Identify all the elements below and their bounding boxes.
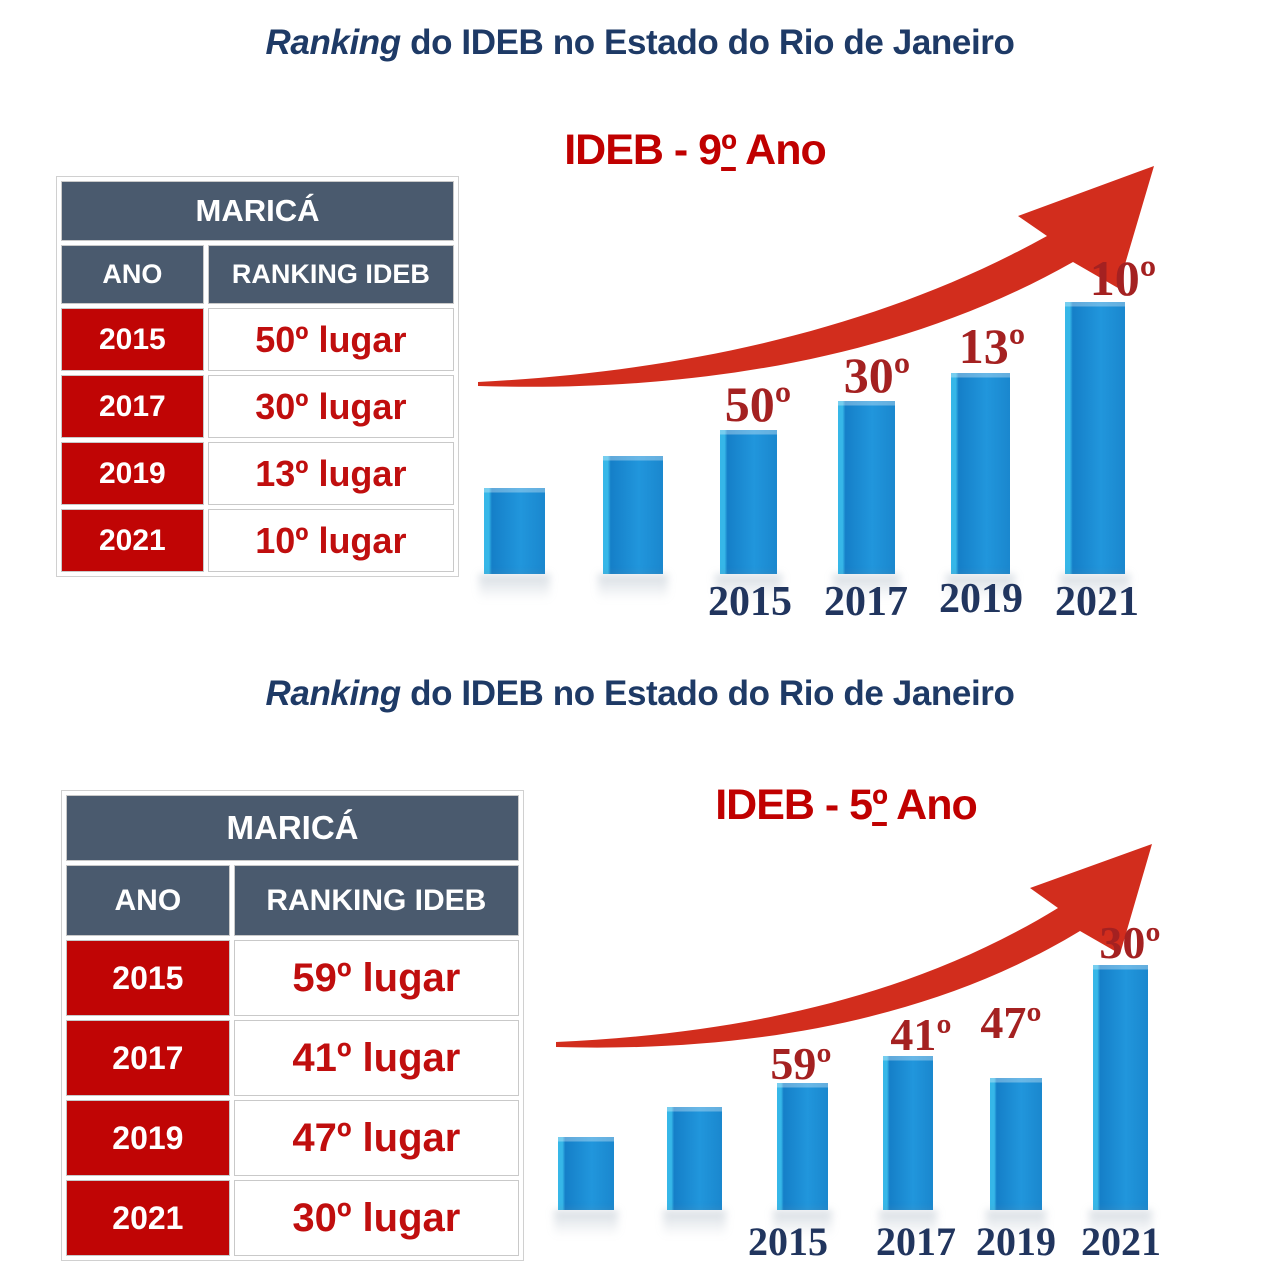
bar-label-2015: 59º xyxy=(770,1038,832,1089)
bar-2 xyxy=(667,1107,722,1210)
axis-year-2021: 2021 xyxy=(1055,579,1139,625)
chart-title-ordinal: º xyxy=(721,126,737,174)
bar-label-2019: 47º xyxy=(980,997,1042,1048)
bar-1 xyxy=(484,488,545,574)
rank-cell: 59º lugar xyxy=(233,940,519,1016)
col-header-ano: ANO xyxy=(66,865,230,936)
bar-1 xyxy=(558,1137,614,1210)
bar-2021 xyxy=(1093,965,1148,1210)
growth-arrow-icon xyxy=(478,166,1154,387)
heading-rest: do IDEB no Estado do Rio de Janeiro xyxy=(400,674,1015,713)
chart-title-post: Ano xyxy=(735,126,827,174)
rank-cell: 30º lugar xyxy=(207,375,454,438)
chart-title-post: Ano xyxy=(886,781,978,829)
chart-title-ordinal: º xyxy=(872,781,888,829)
bar-2017 xyxy=(838,401,895,574)
col-header-ranking-ideb: RANKING IDEB xyxy=(207,245,454,304)
bar-label-2021: 30º xyxy=(1099,917,1161,968)
col-header-ranking-ideb: RANKING IDEB xyxy=(233,865,519,936)
heading-italic-word: Ranking xyxy=(265,23,402,62)
table-row: 2019 13º lugar xyxy=(61,442,454,505)
bar-label-2021: 10º xyxy=(1089,250,1157,306)
bar-2015 xyxy=(777,1083,828,1210)
growth-arrow-icon xyxy=(556,844,1152,1048)
section1-heading: Ranking do IDEB no Estado do Rio de Jane… xyxy=(0,23,1280,63)
table-row: 2019 47º lugar xyxy=(66,1100,519,1176)
year-cell: 2021 xyxy=(61,509,204,572)
heading-italic-word: Ranking xyxy=(265,674,402,713)
axis-year-2015: 2015 xyxy=(708,579,792,625)
rank-cell: 13º lugar xyxy=(207,442,454,505)
table-row: 2015 50º lugar xyxy=(61,308,454,371)
bar-2015 xyxy=(720,430,777,574)
bar-label-2017: 41º xyxy=(890,1009,952,1060)
bar-label-2017: 30º xyxy=(843,347,911,403)
chart-title-pre: IDEB - 5 xyxy=(715,781,873,829)
rank-cell: 41º lugar xyxy=(233,1020,519,1096)
table-row: 2017 41º lugar xyxy=(66,1020,519,1096)
chart-title-9-ano: IDEB - 9º Ano xyxy=(470,126,920,175)
ranking-table-5-ano: MARICÁ ANO RANKING IDEB 2015 59º lugar 2… xyxy=(61,790,524,1261)
bar-2 xyxy=(603,456,663,574)
rank-cell: 50º lugar xyxy=(207,308,454,371)
axis-year-2021: 2021 xyxy=(1081,1219,1161,1264)
section2-heading: Ranking do IDEB no Estado do Rio de Jane… xyxy=(0,674,1280,714)
bar-2017 xyxy=(883,1056,933,1210)
table-row: 2021 30º lugar xyxy=(66,1180,519,1256)
year-cell: 2017 xyxy=(66,1020,230,1096)
rank-cell: 10º lugar xyxy=(207,509,454,572)
bar-label-2019: 13º xyxy=(958,318,1026,374)
axis-year-2017: 2017 xyxy=(824,579,908,625)
year-cell: 2017 xyxy=(61,375,204,438)
ranking-table-9-ano: MARICÁ ANO RANKING IDEB 2015 50º lugar 2… xyxy=(56,176,459,577)
heading-rest: do IDEB no Estado do Rio de Janeiro xyxy=(400,23,1015,62)
table-city-header: MARICÁ xyxy=(66,795,519,861)
table-city-header: MARICÁ xyxy=(61,181,454,241)
year-cell: 2019 xyxy=(66,1100,230,1176)
bar-2019 xyxy=(951,373,1010,574)
year-cell: 2021 xyxy=(66,1180,230,1256)
bar-2021 xyxy=(1065,302,1125,574)
year-cell: 2015 xyxy=(61,308,204,371)
year-cell: 2019 xyxy=(61,442,204,505)
chart-title-pre: IDEB - 9 xyxy=(564,126,722,174)
table-row: 2017 30º lugar xyxy=(61,375,454,438)
bar-2019 xyxy=(990,1078,1042,1210)
bar-label-2015: 50º xyxy=(724,376,792,432)
year-cell: 2015 xyxy=(66,940,230,1016)
axis-year-2017: 2017 xyxy=(876,1219,956,1264)
axis-year-2015: 2015 xyxy=(748,1219,828,1264)
table-row: 2021 10º lugar xyxy=(61,509,454,572)
rank-cell: 30º lugar xyxy=(233,1180,519,1256)
rank-cell: 47º lugar xyxy=(233,1100,519,1176)
col-header-ano: ANO xyxy=(61,245,204,304)
axis-year-2019: 2019 xyxy=(939,576,1023,622)
chart-title-5-ano: IDEB - 5º Ano xyxy=(621,781,1071,830)
axis-year-2019: 2019 xyxy=(976,1219,1056,1264)
table-row: 2015 59º lugar xyxy=(66,940,519,1016)
